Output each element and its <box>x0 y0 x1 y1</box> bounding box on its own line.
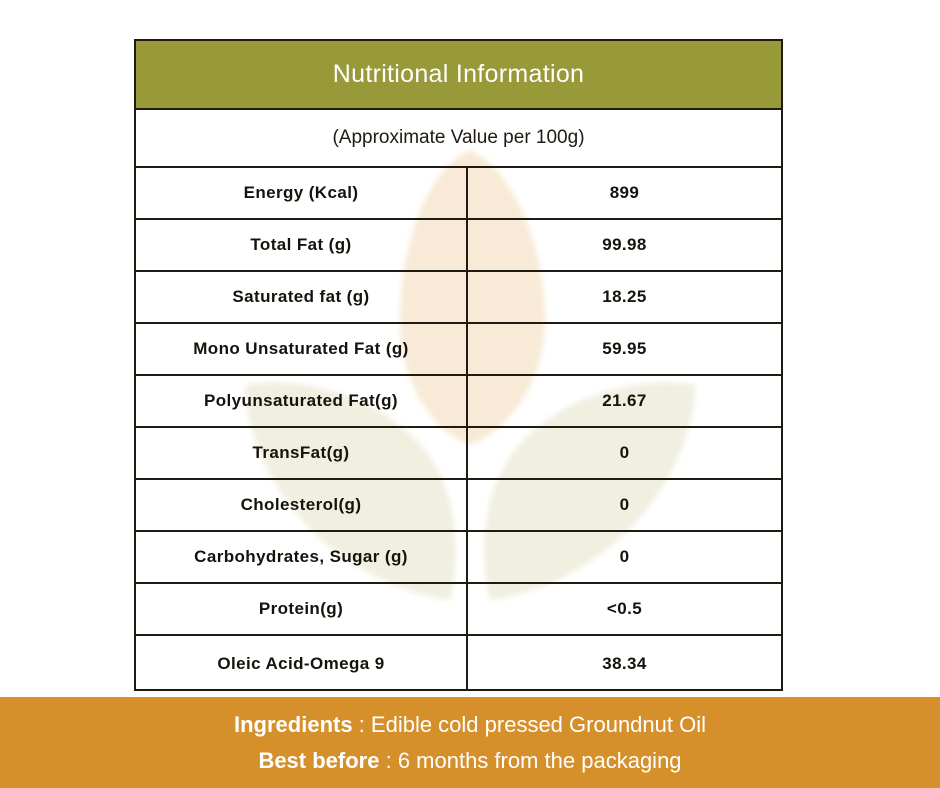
best-before-value: : 6 months from the packaging <box>379 747 682 773</box>
nutrient-label: Oleic Acid-Omega 9 <box>136 636 468 691</box>
table-row: Protein(g) <0.5 <box>136 584 781 636</box>
table-title: Nutritional Information <box>136 41 781 110</box>
nutrient-value: 21.67 <box>602 391 647 410</box>
table-row: Cholesterol(g) 0 <box>136 480 781 532</box>
nutrient-label: Protein(g) <box>136 584 468 634</box>
table-row: Total Fat (g) 99.98 <box>136 220 781 272</box>
ingredients-line: Ingredients : Edible cold pressed Ground… <box>234 707 706 743</box>
best-before-label: Best before <box>258 747 380 773</box>
nutrient-value: 0 <box>619 443 630 462</box>
table-row: TransFat(g) 0 <box>136 428 781 480</box>
nutrient-label: Mono Unsaturated Fat (g) <box>136 324 468 374</box>
table-row: Polyunsaturated Fat(g) 21.67 <box>136 376 781 428</box>
nutrient-value: <0.5 <box>606 599 643 618</box>
nutrient-label: Polyunsaturated Fat(g) <box>136 376 468 426</box>
nutrient-value: 99.98 <box>602 235 647 254</box>
nutrient-label: Energy (Kcal) <box>136 168 468 218</box>
nutrient-label: Saturated fat (g) <box>136 272 468 322</box>
nutrient-label: Cholesterol(g) <box>136 480 468 530</box>
nutrient-value: 899 <box>609 183 640 202</box>
nutrient-value: 0 <box>619 495 630 514</box>
nutrient-label: Carbohydrates, Sugar (g) <box>136 532 468 582</box>
table-row: Energy (Kcal) 899 <box>136 168 781 220</box>
nutrient-value: 0 <box>619 547 630 566</box>
ingredients-label: Ingredients <box>234 711 353 737</box>
nutrient-value: 38.34 <box>602 653 647 673</box>
ingredients-value: : Edible cold pressed Groundnut Oil <box>352 711 706 737</box>
table-row: Carbohydrates, Sugar (g) 0 <box>136 532 781 584</box>
table-row: Saturated fat (g) 18.25 <box>136 272 781 324</box>
table-row: Mono Unsaturated Fat (g) 59.95 <box>136 324 781 376</box>
nutrition-rows: Energy (Kcal) 899 Total Fat (g) 99.98 Sa… <box>136 168 781 691</box>
table-subtitle: (Approximate Value per 100g) <box>136 110 781 168</box>
product-info-footer: Ingredients : Edible cold pressed Ground… <box>0 697 940 788</box>
nutrient-value: 59.95 <box>602 339 647 358</box>
table-row: Oleic Acid-Omega 9 38.34 <box>136 636 781 691</box>
nutrient-value: 18.25 <box>602 287 647 306</box>
best-before-line: Best before : 6 months from the packagin… <box>258 743 681 779</box>
nutrition-table: Nutritional Information (Approximate Val… <box>134 39 783 691</box>
nutrient-label: Total Fat (g) <box>136 220 468 270</box>
nutrient-label: TransFat(g) <box>136 428 468 478</box>
